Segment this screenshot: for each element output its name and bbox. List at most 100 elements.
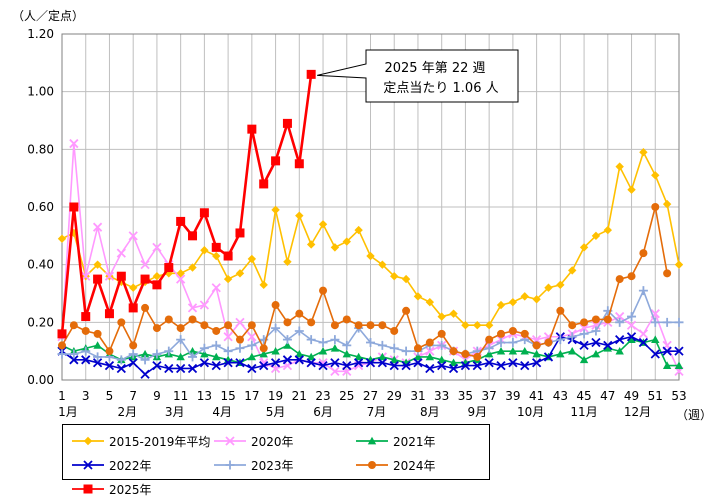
data-point: [330, 243, 340, 252]
month-label: 2月: [117, 405, 137, 419]
data-point: [484, 321, 494, 330]
data-point: [93, 260, 102, 269]
data-point: [651, 335, 660, 343]
data-point: [627, 312, 637, 322]
data-point: [235, 358, 245, 368]
data-point: [497, 329, 506, 338]
data-point: [282, 335, 292, 345]
data-point: [200, 321, 209, 330]
data-point: [378, 260, 387, 269]
data-point: [508, 358, 518, 368]
legend-label: 2025年: [109, 482, 152, 497]
data-point: [235, 228, 245, 238]
data-point: [437, 312, 446, 321]
data-point: [473, 352, 482, 361]
data-point: [674, 317, 684, 327]
series-5: [58, 203, 672, 361]
data-point: [271, 205, 280, 215]
data-point: [615, 317, 625, 327]
data-point: [449, 309, 458, 318]
data-point: [354, 321, 363, 330]
data-point: [211, 283, 221, 293]
data-point: [390, 326, 399, 335]
data-point: [164, 263, 174, 273]
data-point: [306, 358, 316, 368]
line-chart: （人／定点） （週） 0.000.200.400.600.801.001.20 …: [12, 8, 709, 422]
series-6: [57, 69, 316, 339]
y-tick-label: 0.60: [27, 200, 54, 214]
data-point: [485, 335, 494, 344]
data-point: [448, 363, 459, 374]
data-point: [152, 280, 162, 290]
legend-item: 2021年: [355, 431, 436, 451]
data-point: [484, 343, 494, 353]
data-point: [508, 326, 517, 335]
data-point: [69, 355, 79, 365]
data-point: [306, 335, 316, 345]
month-label: 5月: [266, 405, 286, 419]
data-point: [176, 352, 185, 361]
data-point: [591, 326, 601, 336]
x-tick-label: 17: [244, 389, 259, 403]
data-point: [116, 271, 126, 281]
data-point: [567, 332, 577, 342]
data-point: [117, 318, 126, 327]
legend-swatch: [356, 461, 388, 469]
legend-label: 2020年: [251, 434, 294, 449]
legend-label: 2015-2019年平均: [109, 434, 211, 449]
data-point: [354, 352, 363, 361]
series-layer: [57, 69, 684, 379]
data-point: [295, 309, 304, 318]
x-tick-label: 47: [600, 389, 615, 403]
data-point: [104, 309, 114, 319]
data-point: [116, 355, 126, 365]
data-point: [259, 344, 268, 353]
data-point: [520, 346, 529, 355]
data-point: [615, 162, 624, 171]
data-point: [307, 318, 316, 327]
data-point: [461, 321, 470, 330]
data-point: [212, 352, 221, 361]
x-axis: 1 3 5 7 9 11 13 15 17 19 21 23 25 27 29 31 33 35 37 39 41 43 4…: [58, 389, 687, 419]
data-point: [140, 349, 150, 358]
data-point: [92, 358, 103, 368]
data-point: [390, 272, 399, 281]
data-point: [543, 352, 554, 362]
data-point: [247, 340, 257, 350]
x-tick-label: 31: [410, 389, 425, 403]
data-point: [259, 360, 269, 371]
data-point: [579, 243, 589, 252]
data-point: [627, 335, 636, 343]
data-point: [639, 249, 648, 258]
data-point: [93, 341, 102, 349]
data-point: [330, 335, 340, 345]
data-point: [282, 355, 293, 365]
data-point: [472, 360, 482, 371]
data-point: [212, 251, 221, 261]
data-point: [650, 349, 660, 359]
annotation-callout: 2025 年第 22 週 定点当たり 1.06 人: [317, 49, 519, 103]
data-point: [508, 338, 518, 348]
data-point: [603, 315, 612, 324]
data-point: [259, 280, 268, 290]
data-point: [306, 240, 316, 249]
data-point: [330, 366, 340, 376]
data-point: [271, 346, 280, 355]
data-point: [568, 266, 577, 275]
month-label: 10月: [517, 405, 544, 419]
data-point: [662, 199, 672, 209]
data-point: [568, 346, 577, 355]
data-point: [425, 297, 435, 307]
x-tick-label: 7: [129, 389, 137, 403]
x-tick-label: 41: [529, 389, 544, 403]
data-point: [283, 318, 292, 327]
data-point: [342, 315, 351, 324]
x-tick-label: 15: [220, 389, 235, 403]
y-tick-label: 1.20: [27, 27, 54, 41]
data-point: [378, 352, 387, 361]
data-point: [366, 321, 375, 330]
data-point: [57, 329, 67, 339]
data-point: [615, 275, 624, 284]
legend-label: 2023年: [251, 458, 294, 473]
data-point: [259, 349, 268, 358]
